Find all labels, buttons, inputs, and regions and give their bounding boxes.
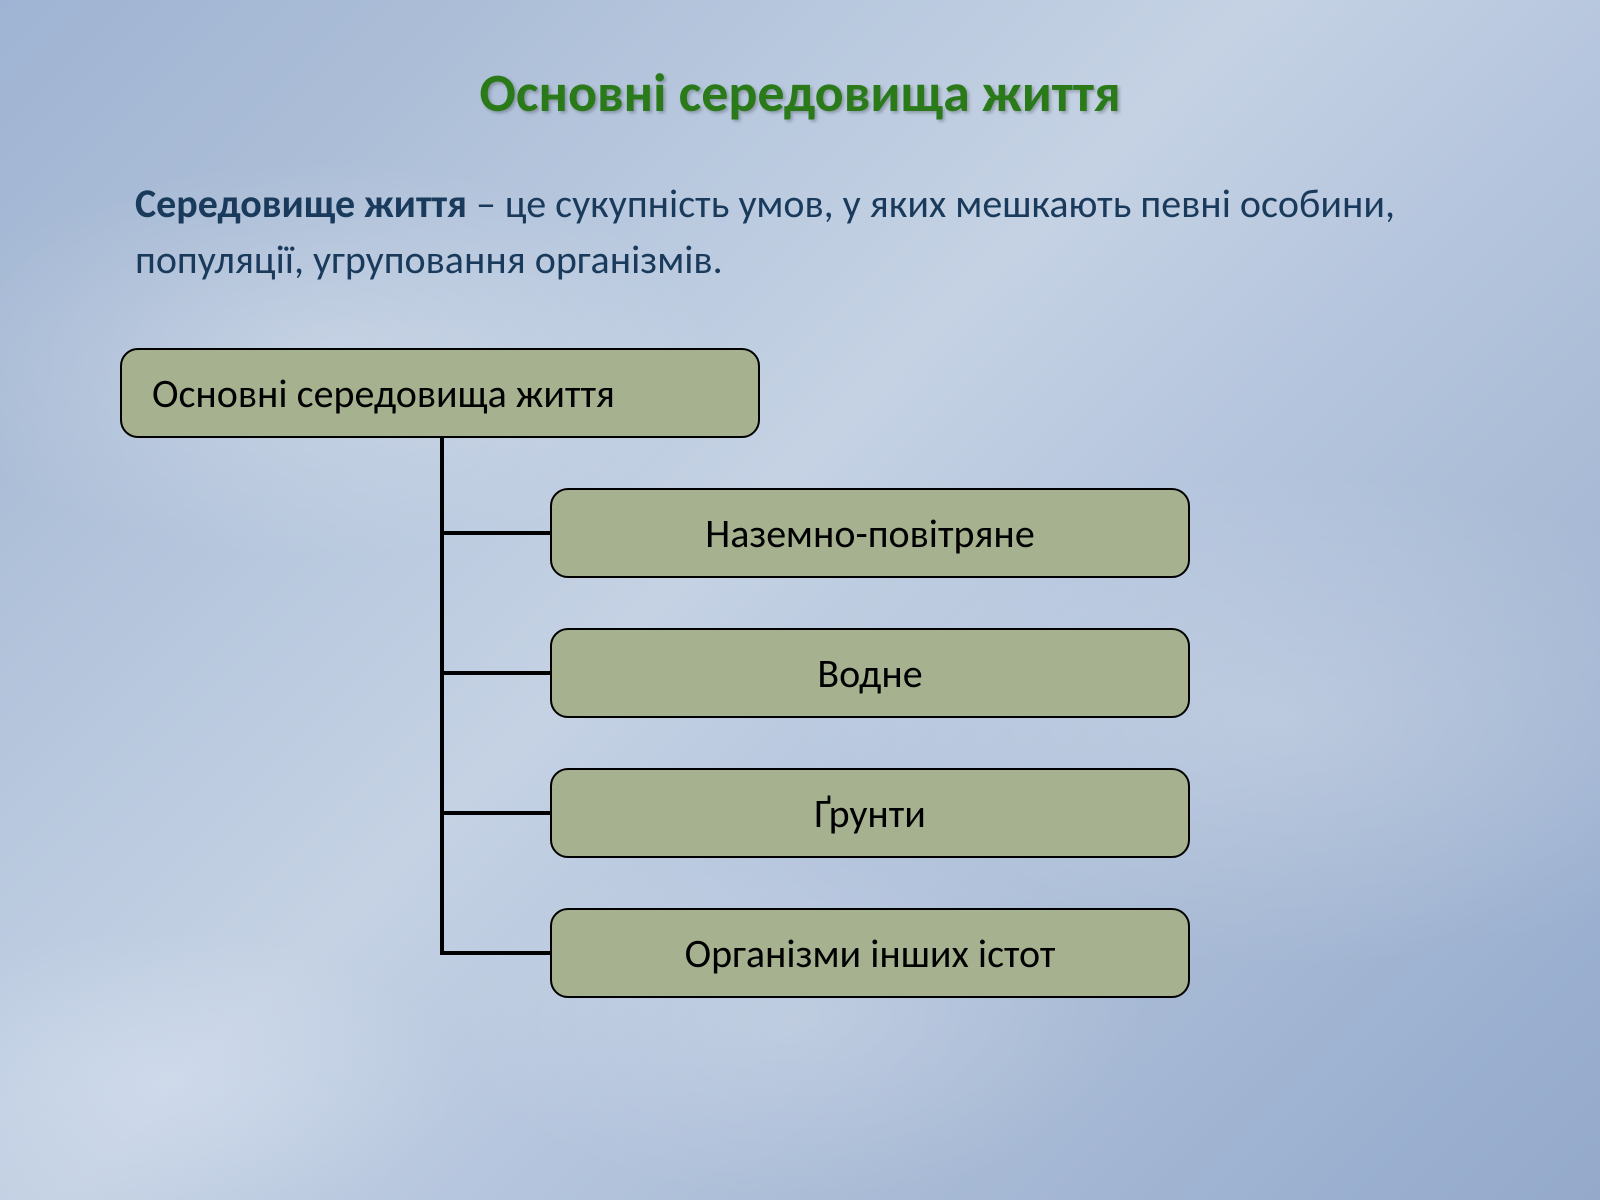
root-node: Основні середовища життя: [120, 348, 760, 438]
child-node-1: Наземно-повітряне: [550, 488, 1190, 578]
definition-text: Середовище життя – це сукупність умов, у…: [135, 176, 1480, 288]
connector-h-1: [440, 531, 552, 535]
connector-h-4: [440, 951, 552, 955]
child-node-3: Ґрунти: [550, 768, 1190, 858]
connector-h-2: [440, 671, 552, 675]
child-node-2: Водне: [550, 628, 1190, 718]
slide-title: Основні середовища життя: [90, 60, 1510, 126]
slide: Основні середовища життя Середовище житт…: [0, 0, 1600, 1200]
child-node-4: Організми інших істот: [550, 908, 1190, 998]
definition-term: Середовище життя: [135, 179, 467, 228]
connector-vertical: [440, 438, 444, 953]
connector-h-3: [440, 811, 552, 815]
